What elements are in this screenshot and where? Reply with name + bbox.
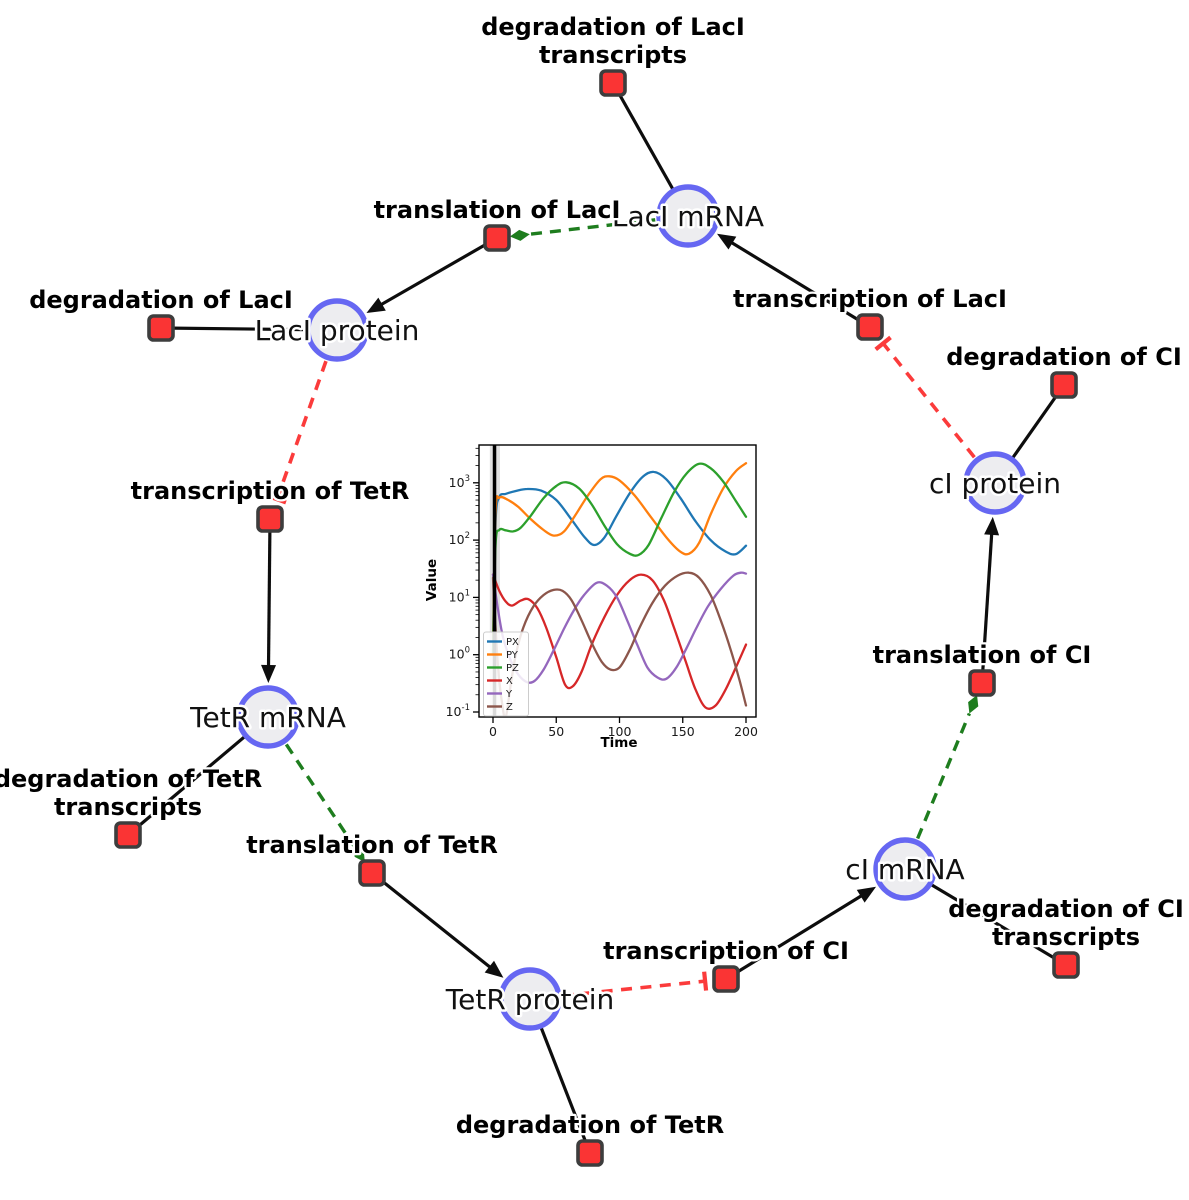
plot-legend: PX PY PZ XYZ bbox=[483, 631, 529, 717]
reaction-label-deg_tetr-line1: degradation of TetR bbox=[456, 1111, 724, 1139]
edge-laci_protein-transc_tetr bbox=[275, 360, 328, 500]
species-label-laci_mrna: LacI mRNA bbox=[612, 200, 764, 233]
edge-transc_laci-laci_mrna bbox=[728, 239, 871, 329]
plot-axes-box bbox=[478, 444, 757, 718]
species-node-ci_mrna[interactable] bbox=[873, 837, 937, 901]
reaction-node-transl_tetr[interactable] bbox=[358, 859, 386, 887]
edge-ci_protein-transc_laci bbox=[881, 342, 976, 459]
edge-transl_laci-laci_protein-arrowhead bbox=[366, 297, 386, 314]
species-node-laci_mrna[interactable] bbox=[656, 184, 720, 248]
reaction-node-transc_tetr[interactable] bbox=[256, 505, 284, 533]
edge-transl_ci-ci_protein-arrowhead bbox=[984, 516, 1000, 536]
labels-layer: LacI mRNA LacI protein TetR mRNA TetR prote… bbox=[0, 11, 1186, 1142]
edge-transc_tetr-tetr_mrna-arrowhead bbox=[261, 664, 277, 684]
edge-tetr_mrna-transl_tetr-diamond bbox=[353, 845, 365, 863]
legend-label-PZ: PZ bbox=[506, 663, 519, 674]
reaction-node-deg_ci_tx[interactable] bbox=[1052, 951, 1080, 979]
plot-xlabel: Time bbox=[600, 735, 637, 751]
edge-transc_ci-ci_mrna-arrowhead bbox=[856, 886, 877, 903]
plot-series-PY bbox=[491, 462, 748, 656]
edge-laci_mrna-transl_laci-diamond bbox=[509, 229, 530, 241]
legend-label-X: X bbox=[506, 676, 513, 687]
plot-background bbox=[417, 431, 774, 765]
reaction-label-deg_ci_tx-line2: transcripts bbox=[992, 923, 1140, 951]
species-label-tetr_protein: TetR protein bbox=[445, 983, 614, 1016]
reaction-label-deg_laci-line1: degradation of LacI bbox=[29, 286, 293, 314]
plot-ylabel: Value bbox=[424, 559, 440, 601]
reaction-label-deg_laci_tx-line1: degradation of LacI bbox=[481, 13, 745, 41]
reaction-label-deg_ci-line1: degradation of CI bbox=[946, 343, 1182, 371]
edge-tetr_protein-transc_ci-tee-bar bbox=[702, 971, 709, 991]
reaction-node-transl_ci[interactable] bbox=[968, 669, 996, 697]
species-node-ci_protein[interactable] bbox=[963, 451, 1027, 515]
reaction-node-deg_laci[interactable] bbox=[147, 314, 175, 342]
edge-tetr_protein-transc_ci bbox=[562, 979, 706, 998]
legend-label-PY: PY bbox=[506, 650, 519, 661]
x-tick-label-200: 200 bbox=[734, 724, 758, 739]
reaction-label-transl_laci-line1: translation of LacI bbox=[374, 196, 621, 224]
legend-label-Z: Z bbox=[506, 702, 513, 713]
y-tick-label-1e0: 100 bbox=[449, 646, 470, 662]
edge-tetr_mrna-transl_tetr bbox=[284, 743, 356, 847]
reaction-label-transc_tetr-line1: transcription of TetR bbox=[131, 477, 410, 505]
plot-series-PX bbox=[491, 470, 748, 656]
edge-transl_tetr-tetr_protein-arrowhead bbox=[484, 960, 504, 978]
simulation-plot: 0 50 100 150 20010-1100101102103TimeValuePXP… bbox=[417, 431, 774, 765]
reaction-node-deg_tetr[interactable] bbox=[576, 1139, 604, 1167]
reaction-label-deg_tetr_tx-line2: transcripts bbox=[54, 793, 202, 821]
edge-ci_protein-transc_laci-tee-bar bbox=[874, 335, 892, 351]
plot-series-X bbox=[491, 573, 748, 710]
y-tick-label-1e3: 103 bbox=[449, 474, 470, 490]
plot-series-PZ bbox=[491, 462, 748, 656]
species-label-laci_protein: LacI protein bbox=[255, 314, 420, 347]
x-tick-label-100: 100 bbox=[608, 724, 632, 739]
edge-ci_mrna-transl_ci bbox=[916, 712, 971, 840]
y-tick-label-1e2: 102 bbox=[449, 531, 470, 547]
reaction-node-transc_laci[interactable] bbox=[856, 313, 884, 341]
legend-box bbox=[483, 631, 529, 717]
reaction-node-deg_tetr_tx[interactable] bbox=[114, 821, 142, 849]
x-tick-label-50: 50 bbox=[548, 724, 564, 739]
legend-label-PX: PX bbox=[506, 637, 519, 648]
edge-transl_ci-ci_protein bbox=[980, 530, 994, 684]
y-tick-label-1e-1: 10-1 bbox=[446, 703, 470, 719]
reaction-label-deg_tetr_tx-line1: degradation of TetR bbox=[0, 765, 262, 793]
species-node-laci_protein[interactable] bbox=[305, 298, 369, 362]
edge-transl_tetr-tetr_protein bbox=[371, 871, 494, 971]
reaction-node-deg_ci[interactable] bbox=[1050, 371, 1078, 399]
edge-laci_mrna-transl_laci bbox=[529, 218, 656, 236]
reaction-label-deg_ci_tx-line1: degradation of CI bbox=[948, 895, 1184, 923]
x-tick-label-0: 0 bbox=[489, 724, 497, 739]
edges-layer bbox=[126, 82, 1067, 1154]
edge-transl_laci-laci_protein bbox=[377, 236, 498, 308]
edge-laci_protein-transc_tetr-tee-bar bbox=[267, 494, 287, 505]
species-node-tetr_mrna[interactable] bbox=[236, 685, 300, 749]
species-label-ci_protein: cI protein bbox=[929, 467, 1061, 500]
edge-transc_tetr-tetr_mrna bbox=[266, 518, 272, 670]
reaction-node-transc_ci[interactable] bbox=[712, 965, 740, 993]
edge-transc_laci-laci_mrna-arrowhead bbox=[717, 233, 737, 250]
reaction-label-transl_tetr-line1: translation of TetR bbox=[246, 831, 498, 859]
nodes-layer bbox=[114, 69, 1080, 1167]
x-tick-label-150: 150 bbox=[671, 724, 695, 739]
edge-ci_mrna-transl_ci-diamond bbox=[968, 695, 979, 714]
reaction-label-transc_laci-line1: transcription of LacI bbox=[733, 285, 1007, 313]
legend-label-Y: Y bbox=[505, 689, 513, 700]
reaction-node-transl_laci[interactable] bbox=[483, 224, 511, 252]
reaction-label-transl_ci-line1: translation of CI bbox=[873, 641, 1092, 669]
reaction-label-deg_laci_tx-line2: transcripts bbox=[539, 41, 687, 69]
reaction-node-deg_laci_tx[interactable] bbox=[599, 69, 627, 97]
species-label-ci_mrna: cI mRNA bbox=[845, 853, 964, 886]
species-node-tetr_protein[interactable] bbox=[498, 967, 562, 1031]
edge-transc_ci-ci_mrna bbox=[725, 892, 865, 981]
y-tick-label-1e1: 101 bbox=[449, 588, 470, 604]
species-label-tetr_mrna: TetR mRNA bbox=[189, 701, 346, 734]
reaction-label-transc_ci-line1: transcription of CI bbox=[603, 937, 849, 965]
